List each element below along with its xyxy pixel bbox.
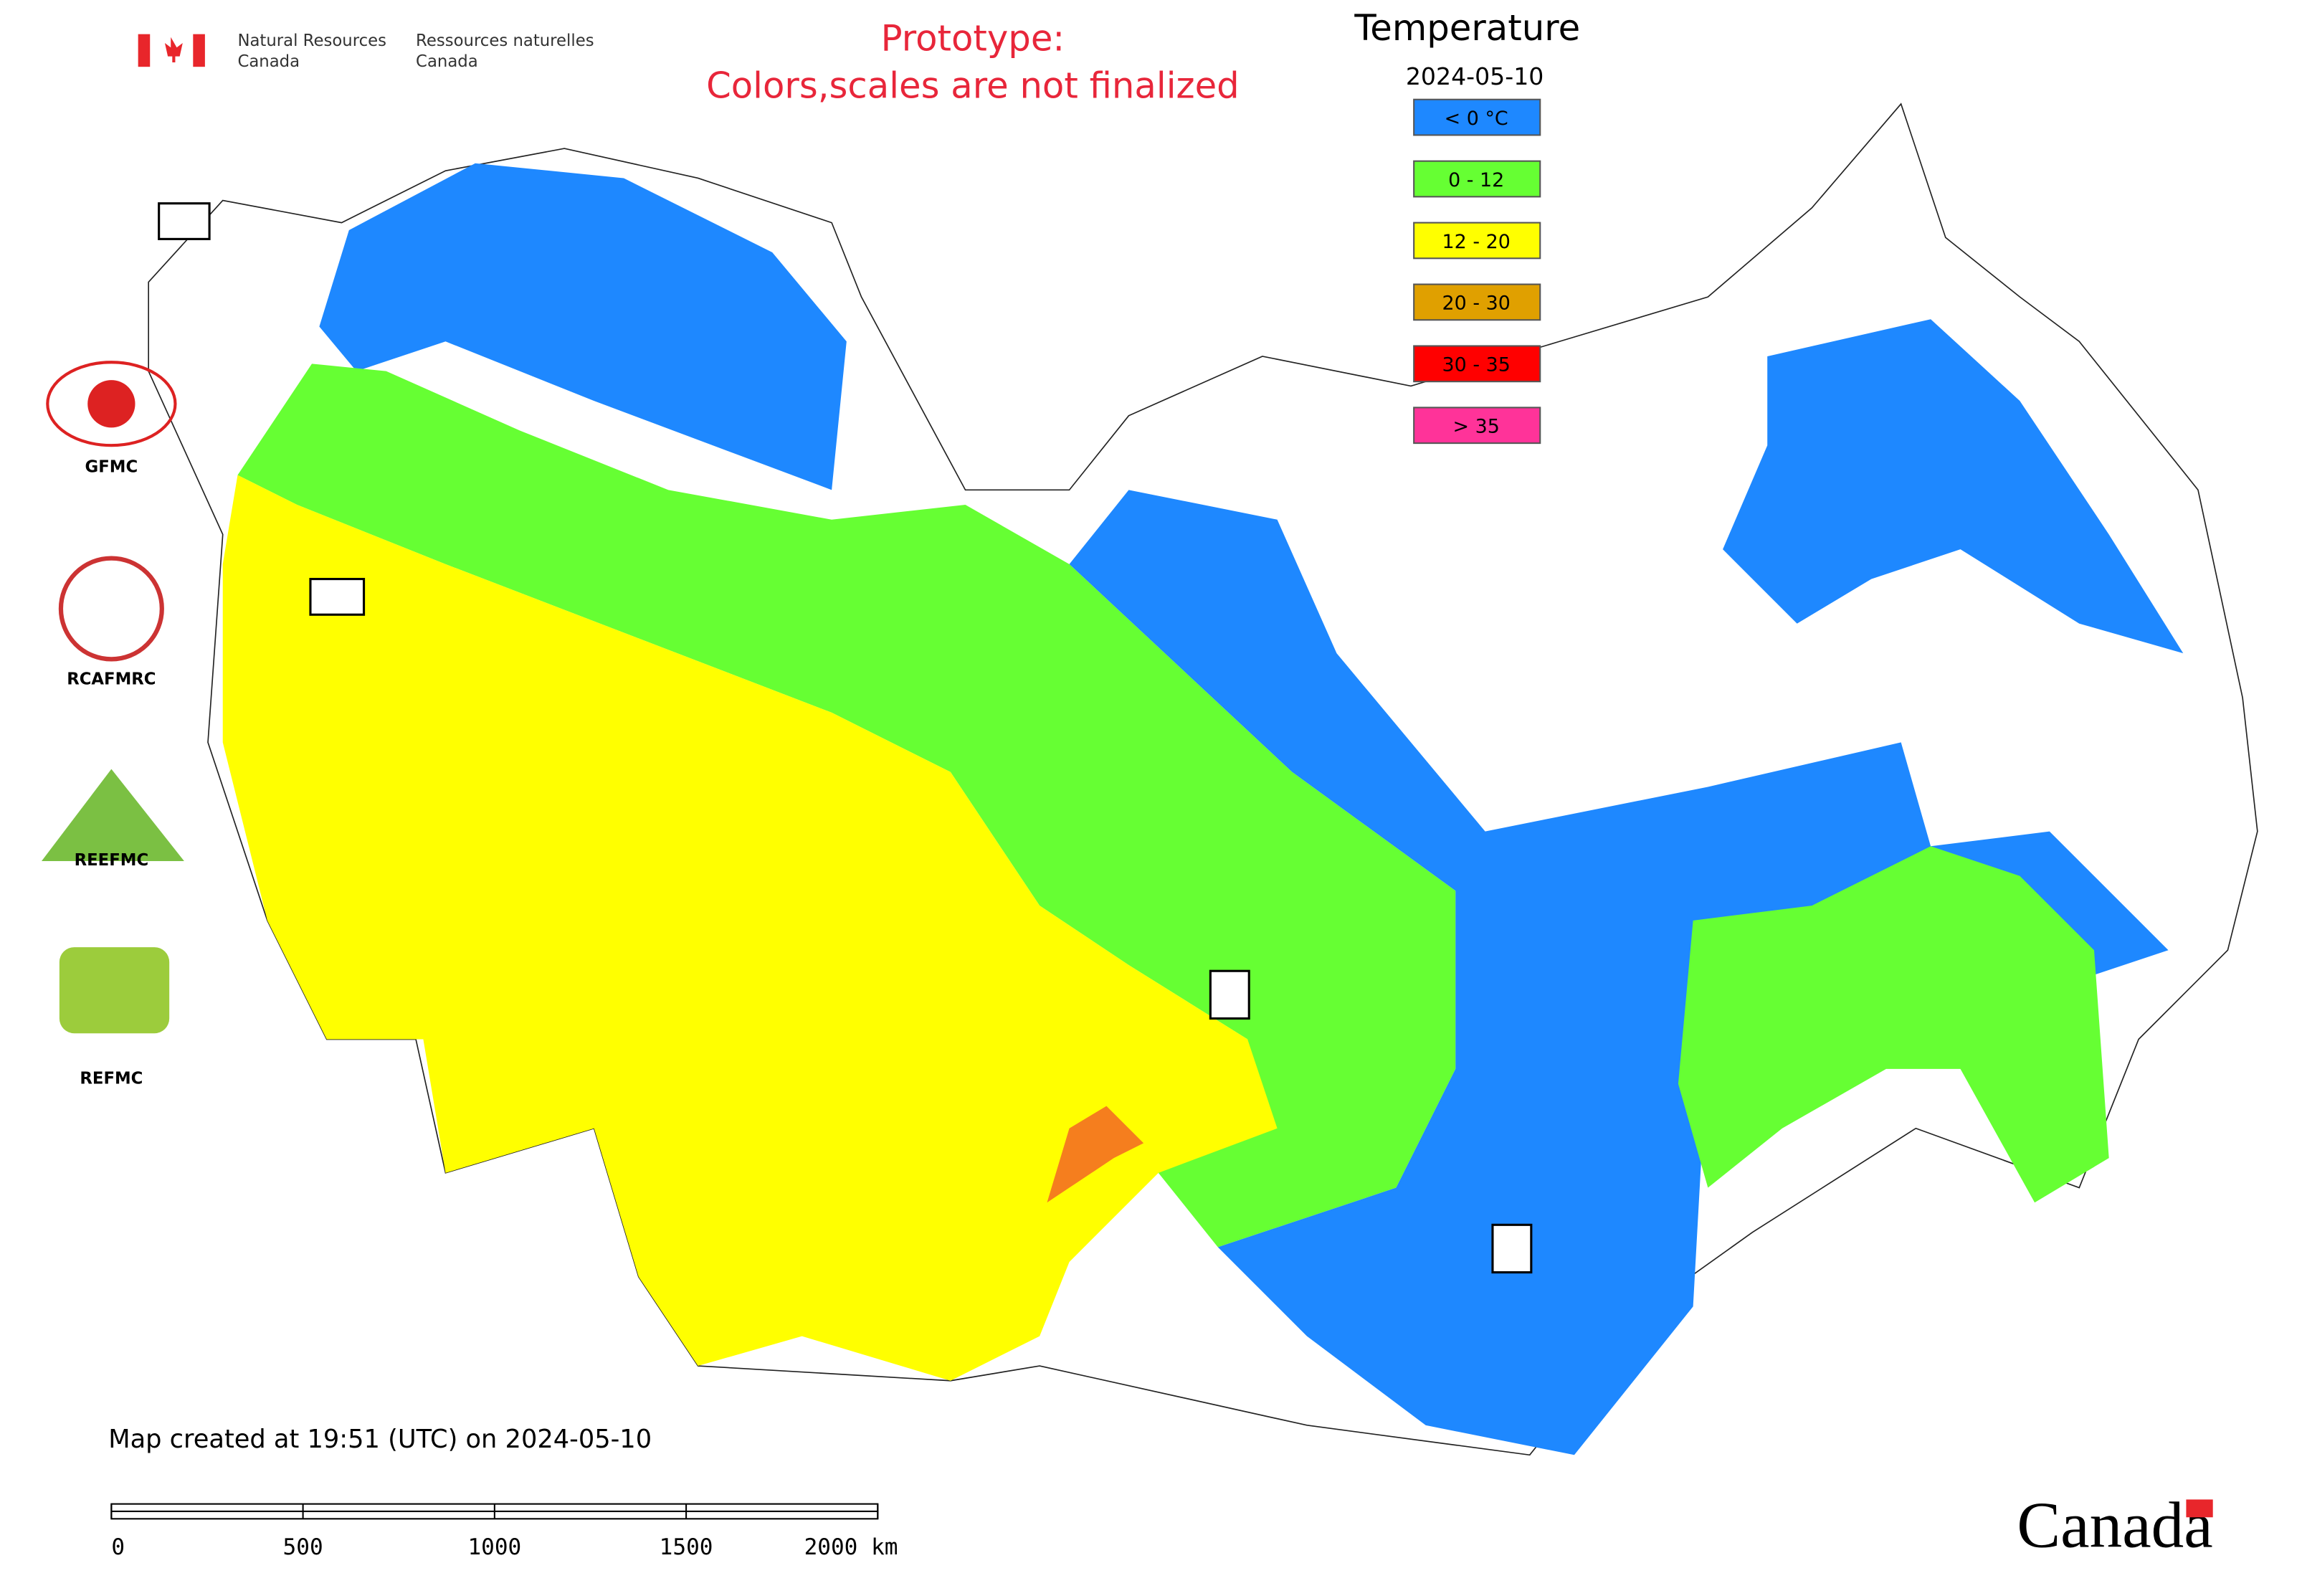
- scale-label: 1500: [660, 1534, 713, 1560]
- logo-label: RCAFMRC: [67, 670, 156, 689]
- notice-line-1: Prototype:: [881, 17, 1065, 59]
- gov-header: Natural Resources Canada Ressources natu…: [138, 32, 594, 71]
- legend-swatch: [1413, 407, 1541, 445]
- legend-swatch: [1413, 283, 1541, 321]
- legend-swatch: [1413, 160, 1541, 198]
- legend-label: 20 - 30: [1442, 293, 1511, 315]
- scale-label: 2000 km: [804, 1534, 898, 1560]
- legend: < 0 °C 0 - 12 12 - 20 20 - 30 30 - 35 > 35: [1413, 98, 1541, 445]
- logo-label: GFMC: [85, 457, 138, 476]
- dept-fr-2: Canada: [416, 52, 478, 71]
- temperature-map: [148, 103, 2258, 1456]
- scale-bar: 0 500 1000 1500 2000 km: [110, 1503, 898, 1560]
- dept-en-2: Canada: [237, 52, 300, 71]
- map-badges: [158, 202, 1533, 1274]
- legend-label: 12 - 20: [1442, 231, 1511, 253]
- logo-label: REEFMC: [75, 851, 149, 870]
- legend-date: 2024-05-10: [1406, 62, 1544, 90]
- dept-en-1: Natural Resources: [237, 32, 386, 50]
- legend-swatch: [1413, 222, 1541, 260]
- canada-wordmark: Canada: [2017, 1489, 2212, 1562]
- legend-swatch: [1413, 98, 1541, 136]
- scale-label: 500: [283, 1534, 323, 1560]
- legend-swatch: [1413, 345, 1541, 383]
- notice-line-2: Colors,scales are not finalized: [706, 65, 1240, 107]
- logo-label: REFMC: [80, 1070, 143, 1088]
- scale-label: 1000: [467, 1534, 521, 1560]
- side-logos: GFMC RCAFMRC REEFMC REFMC: [42, 361, 184, 1088]
- legend-label: 30 - 35: [1442, 354, 1511, 376]
- scale-label: 0: [111, 1534, 125, 1560]
- legend-label: > 35: [1453, 416, 1500, 438]
- legend-title: Temperature: [1354, 7, 1580, 49]
- dept-fr-1: Ressources naturelles: [416, 32, 594, 50]
- legend-label: < 0 °C: [1445, 108, 1508, 130]
- legend-label: 0 - 12: [1448, 169, 1504, 191]
- created-note: Map created at 19:51 (UTC) on 2024-05-10: [108, 1425, 652, 1454]
